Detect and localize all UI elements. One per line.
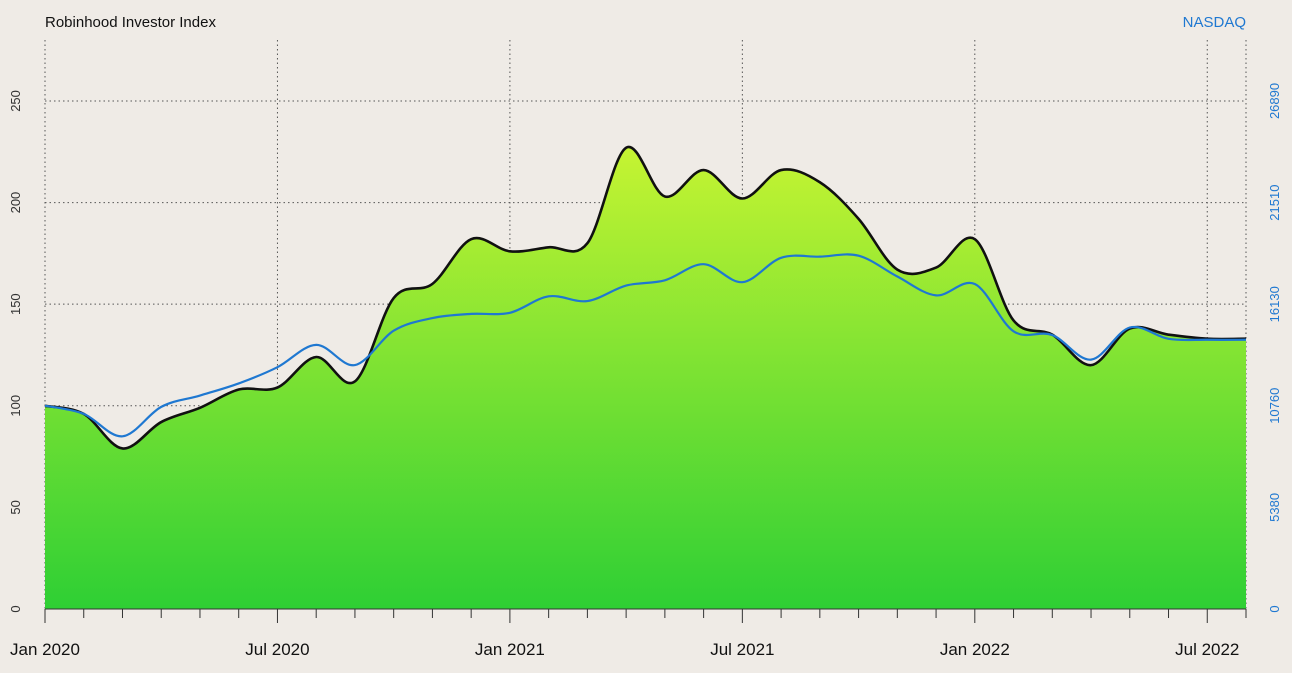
nasdaq-series-line <box>44 253 1247 438</box>
x-tick-label: Jan 2021 <box>475 640 545 659</box>
left-tick-label: 200 <box>8 192 23 214</box>
x-tick-label: Jan 2020 <box>10 640 80 659</box>
left-tick-label: 50 <box>8 500 23 514</box>
chart-title-right: NASDAQ <box>1183 14 1246 31</box>
right-tick-label: 16130 <box>1267 286 1282 322</box>
left-tick-label: 100 <box>8 395 23 417</box>
right-tick-label: 21510 <box>1267 185 1282 221</box>
x-tick-label: Jul 2020 <box>245 640 309 659</box>
right-tick-label: 26890 <box>1267 83 1282 119</box>
line-layer <box>44 145 1247 450</box>
right-tick-label: 0 <box>1267 605 1282 612</box>
area-layer <box>45 146 1246 609</box>
chart-title-left: Robinhood Investor Index <box>45 14 216 31</box>
left-tick-label: 0 <box>8 605 23 612</box>
axis-layer: Jan 2020 Jul 2020 Jan 2021 Jul 2021 Jan 2022… <box>8 83 1282 659</box>
left-tick-label: 150 <box>8 293 23 315</box>
x-tick-label: Jul 2021 <box>710 640 774 659</box>
index-series-line <box>44 145 1247 450</box>
x-tick-label: Jan 2022 <box>940 640 1010 659</box>
right-tick-label: 10760 <box>1267 388 1282 424</box>
right-tick-label: 5380 <box>1267 493 1282 522</box>
left-tick-label: 250 <box>8 90 23 112</box>
index-area-fill <box>45 146 1246 609</box>
x-tick-label: Jul 2022 <box>1175 640 1239 659</box>
